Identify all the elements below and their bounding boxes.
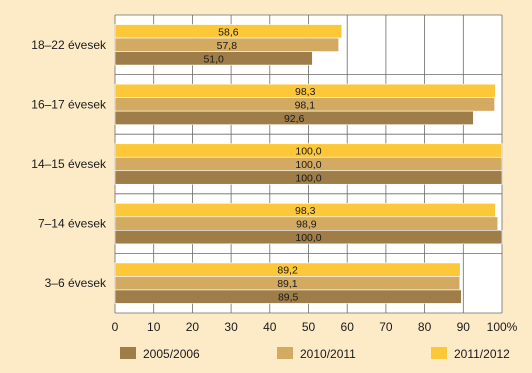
x-tick-label: 0 bbox=[112, 320, 119, 334]
data-label: 89,1 bbox=[277, 278, 298, 290]
data-label: 57,8 bbox=[217, 40, 238, 52]
data-label: 58,6 bbox=[218, 26, 239, 38]
data-label: 98,3 bbox=[295, 86, 316, 98]
data-label: 100,0 bbox=[295, 173, 321, 185]
category-label: 18–22 évesek bbox=[31, 38, 107, 52]
data-label: 100,0 bbox=[295, 146, 321, 158]
legend-label: 2011/2012 bbox=[454, 347, 510, 361]
data-label: 89,5 bbox=[278, 292, 299, 304]
category-label: 16–17 évesek bbox=[31, 97, 107, 111]
legend-label: 2005/2006 bbox=[143, 347, 200, 361]
data-label: 98,1 bbox=[295, 99, 316, 111]
data-label: 98,3 bbox=[295, 205, 316, 217]
legend-swatch bbox=[277, 347, 293, 359]
data-label: 51,0 bbox=[203, 53, 224, 65]
x-tick-label: 90 bbox=[457, 320, 471, 334]
x-tick-label: 40 bbox=[263, 320, 277, 334]
data-label: 100,0 bbox=[295, 159, 321, 171]
bar bbox=[114, 110, 474, 125]
category-label: 3–6 évesek bbox=[45, 276, 107, 290]
x-tick-label: 100% bbox=[487, 320, 518, 334]
data-label: 98,9 bbox=[296, 219, 317, 231]
data-label: 89,2 bbox=[277, 265, 298, 277]
legend-swatch bbox=[431, 347, 447, 359]
x-tick-label: 30 bbox=[224, 320, 238, 334]
bar bbox=[114, 170, 503, 185]
x-tick-label: 60 bbox=[341, 320, 355, 334]
category-label: 7–14 évesek bbox=[38, 217, 107, 231]
data-label: 100,0 bbox=[295, 232, 321, 244]
x-tick-label: 80 bbox=[418, 320, 432, 334]
x-tick-label: 20 bbox=[186, 320, 200, 334]
x-tick-label: 70 bbox=[379, 320, 393, 334]
x-tick-label: 50 bbox=[302, 320, 316, 334]
bar bbox=[114, 289, 462, 304]
legend-swatch bbox=[120, 347, 136, 359]
bar bbox=[114, 51, 313, 66]
legend-label: 2010/2011 bbox=[300, 347, 356, 361]
data-label: 92,6 bbox=[284, 113, 305, 125]
bar bbox=[114, 230, 503, 245]
x-tick-label: 10 bbox=[147, 320, 161, 334]
category-label: 14–15 évesek bbox=[31, 157, 107, 171]
